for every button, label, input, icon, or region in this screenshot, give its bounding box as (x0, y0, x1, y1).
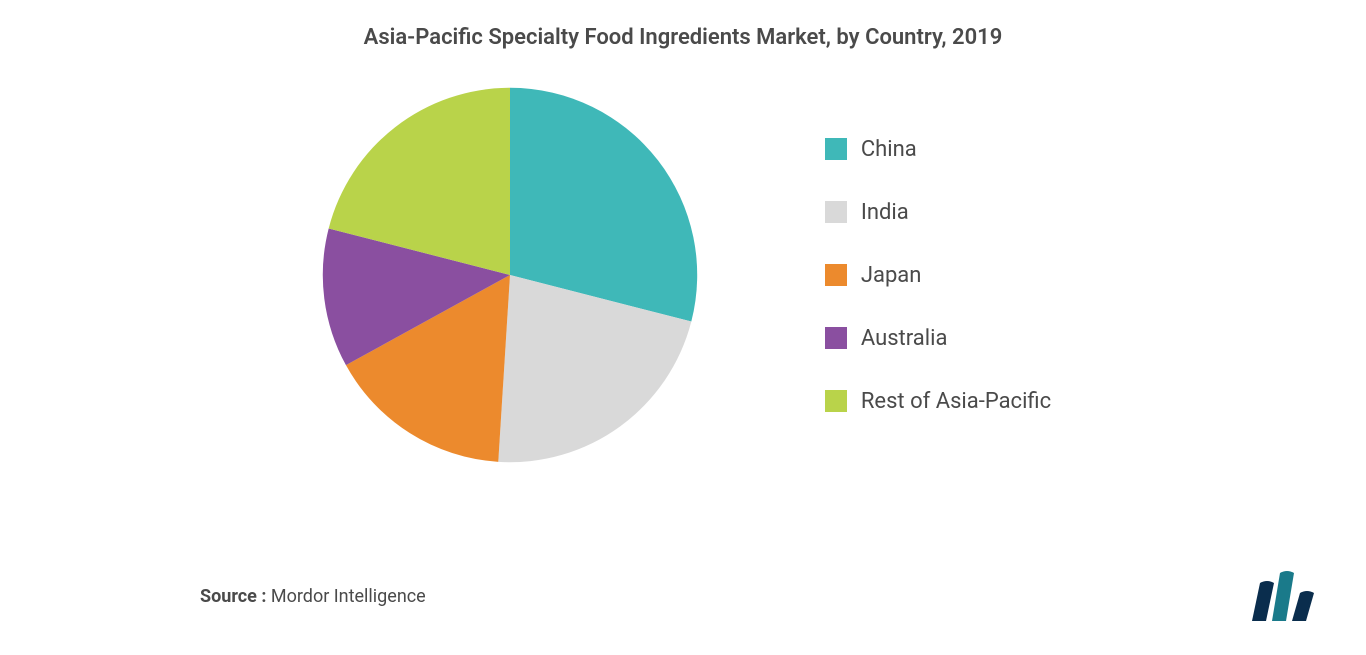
legend-item: Rest of Asia-Pacific (825, 389, 1051, 414)
legend-swatch (825, 327, 847, 349)
logo-bar (1272, 571, 1294, 621)
legend-label: India (861, 200, 909, 225)
legend-item: China (825, 137, 1051, 162)
chart-title: Asia-Pacific Specialty Food Ingredients … (0, 0, 1366, 50)
legend-item: Australia (825, 326, 1051, 351)
source-prefix: Source : (200, 586, 271, 607)
logo-bar (1292, 591, 1314, 621)
source-attribution: Source : Mordor Intelligence (200, 586, 426, 607)
legend-swatch (825, 201, 847, 223)
legend-label: Australia (861, 326, 948, 351)
chart-container: China India Japan Australia Rest of Asia-Pac… (0, 80, 1366, 470)
legend-label: China (861, 137, 917, 162)
brand-logo (1248, 571, 1324, 621)
legend: China India Japan Australia Rest of Asia-Pac… (825, 137, 1051, 414)
pie-chart (315, 80, 705, 470)
legend-item: Japan (825, 263, 1051, 288)
legend-swatch (825, 390, 847, 412)
legend-label: Japan (861, 263, 922, 288)
legend-label: Rest of Asia-Pacific (861, 389, 1051, 414)
legend-swatch (825, 264, 847, 286)
legend-swatch (825, 138, 847, 160)
logo-bar (1252, 581, 1274, 621)
legend-item: India (825, 200, 1051, 225)
source-name: Mordor Intelligence (271, 586, 426, 607)
